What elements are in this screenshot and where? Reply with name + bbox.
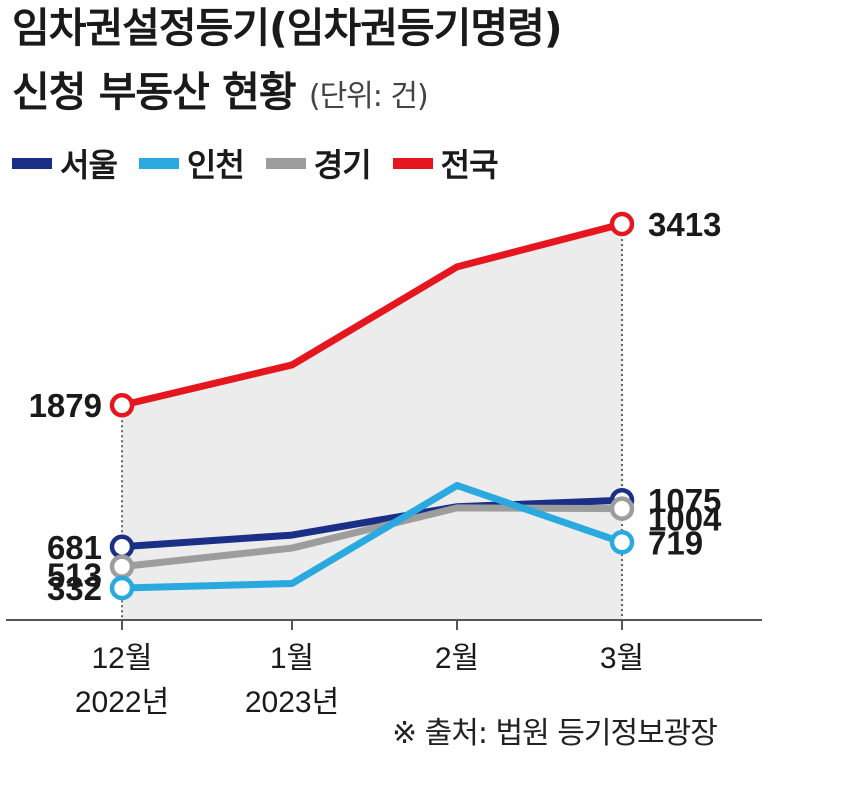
legend-swatch-national <box>392 157 433 169</box>
series-line-gyeonggi <box>118 504 626 571</box>
start-label-gyeonggi: 513 <box>47 557 102 594</box>
legend-label-gyeonggi: 경기 <box>313 146 372 184</box>
point-incheon-0 <box>109 575 135 601</box>
x-tick-label: 1월 <box>270 642 314 675</box>
shaded-area <box>122 224 622 620</box>
start-label-seoul: 681 <box>47 529 102 566</box>
x-tick-sublabel: 2023년 <box>245 686 339 719</box>
legend-swatch-incheon <box>138 157 179 169</box>
point-gyeonggi-3 <box>609 496 635 521</box>
start-label-national: 1879 <box>29 387 102 424</box>
x-tick-label: 2월 <box>435 642 479 675</box>
x-tick-label: 12월 <box>92 642 153 675</box>
chart-title-line2: 신청 부동산 현황 (단위: 건) <box>12 72 429 114</box>
chart-title: 임차권설정등기(임차권등기명령) <box>12 4 563 52</box>
legend-label-national: 전국 <box>440 146 499 184</box>
point-national-0 <box>109 392 135 418</box>
legend-item-gyeonggi: 경기 <box>265 140 372 186</box>
end-label-incheon: 719 <box>648 524 703 561</box>
end-label-gyeonggi: 1004 <box>648 501 722 538</box>
point-gyeonggi-0 <box>109 554 135 579</box>
point-national-3 <box>609 211 635 237</box>
end-label-seoul: 1075 <box>648 482 721 519</box>
legend-swatch-seoul <box>12 157 52 169</box>
point-seoul-0 <box>109 534 135 560</box>
legend-item-incheon: 인천 <box>138 140 245 186</box>
source-note: ※ 출처: 법원 등기정보광장 <box>392 716 718 751</box>
series-line-incheon <box>118 481 626 592</box>
x-tick-label: 3월 <box>600 642 644 675</box>
legend-swatch-gyeonggi <box>265 157 306 169</box>
legend-label-seoul: 서울 <box>60 146 118 184</box>
legend: 서울 인천 경기 전국 <box>12 140 499 186</box>
point-incheon-3 <box>609 530 635 555</box>
legend-label-incheon: 인천 <box>186 146 245 184</box>
end-label-national: 3413 <box>648 206 721 243</box>
legend-item-seoul: 서울 <box>12 140 118 186</box>
series-line-seoul <box>118 496 626 551</box>
chart-title-second: 신청 부동산 현황 <box>12 68 297 116</box>
unit-label: (단위: 건) <box>308 79 429 114</box>
legend-item-national: 전국 <box>392 140 499 186</box>
x-tick-sublabel: 2022년 <box>75 686 169 719</box>
series-line-national <box>118 220 626 409</box>
start-label-incheon: 332 <box>47 570 102 607</box>
